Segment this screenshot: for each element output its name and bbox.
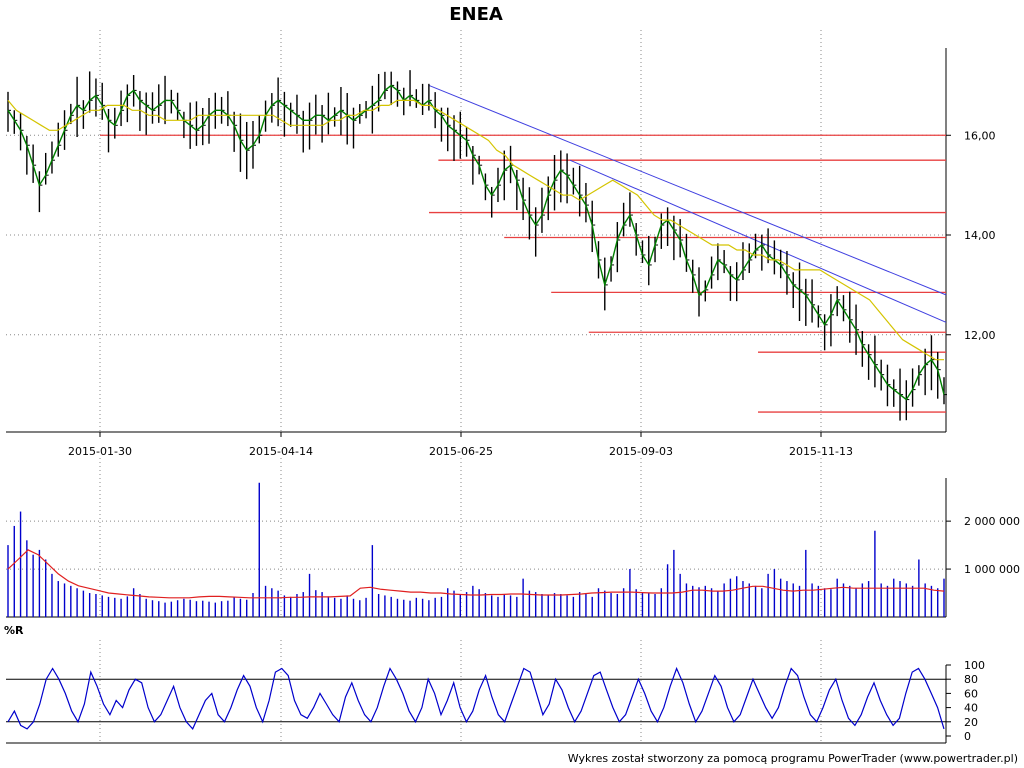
chart-title: ENEA [449, 4, 503, 25]
price-ytick-label: 16,00 [964, 129, 996, 142]
price-xtick-label: 2015-11-13 [789, 445, 853, 458]
trend-line [569, 159, 947, 323]
wr-panel-label: %R [4, 624, 24, 637]
volume-ytick-label: 1 000 000 [964, 563, 1020, 576]
credit-text: Wykres został stworzony za pomocą progra… [568, 752, 1018, 765]
wr-ytick-label: 80 [964, 673, 978, 686]
price-xtick-label: 2015-04-14 [249, 445, 313, 458]
trend-line [428, 84, 947, 296]
volume-panel: 1 000 000 2 000 000 [6, 458, 1020, 618]
wr-ytick-label: 20 [964, 716, 978, 729]
wr-ytick-label: 40 [964, 702, 978, 715]
wr-ytick-label: 60 [964, 687, 978, 700]
wr-line [7, 666, 945, 730]
price-panel: 12,00 14,00 16,00 2015-01-30 2015-04-14 2015-… [6, 30, 996, 458]
ma-long-line [7, 99, 944, 361]
wr-ytick-label: 0 [964, 730, 971, 743]
ma-short-line [7, 84, 945, 401]
price-xtick-label: 2015-01-30 [68, 445, 132, 458]
price-xtick-label: 2015-09-03 [609, 445, 673, 458]
volume-ytick-label: 2 000 000 [964, 515, 1020, 528]
price-xtick-label: 2015-06-25 [429, 445, 493, 458]
price-ytick-label: 12,00 [964, 329, 996, 342]
wr-ytick-label: 100 [964, 659, 985, 672]
volume-ma-line [7, 549, 945, 599]
price-ytick-label: 14,00 [964, 229, 996, 242]
